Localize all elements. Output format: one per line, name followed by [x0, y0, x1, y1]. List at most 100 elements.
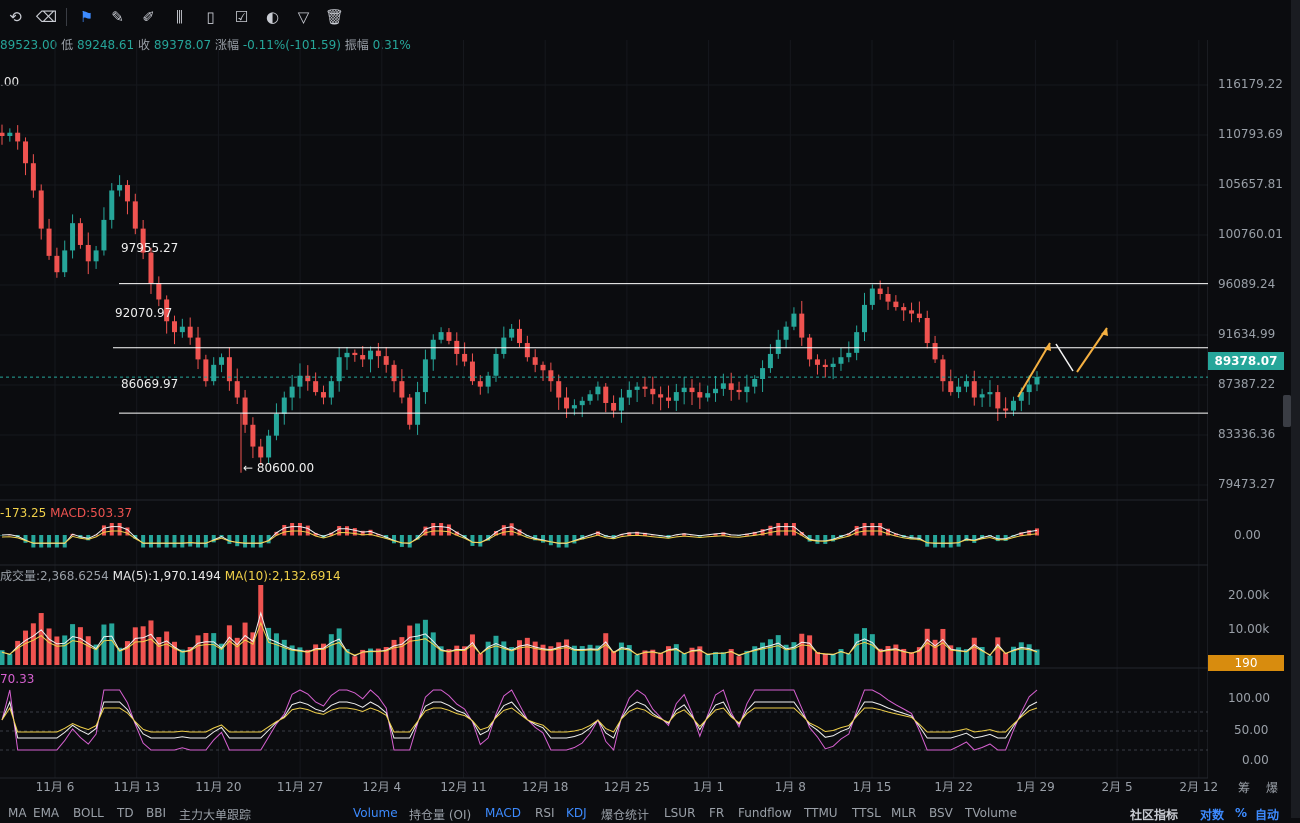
macd-bar — [862, 523, 867, 536]
volume-bar — [611, 651, 617, 665]
ruler-icon[interactable]: ✎ — [111, 8, 124, 26]
candle-body — [862, 304, 867, 333]
indicator-tab[interactable]: 持仓量 (OI) — [409, 808, 472, 822]
notes-icon[interactable]: ☑ — [234, 8, 249, 26]
candle-body — [156, 283, 162, 300]
candles-icon[interactable]: ⫼ — [176, 8, 183, 26]
candle-body — [979, 394, 985, 398]
candle-body — [626, 389, 632, 398]
volume-bar — [948, 645, 954, 665]
kdj-j-value: 70.33 — [0, 672, 35, 686]
volume-bar — [854, 633, 860, 665]
volume-bar — [469, 634, 475, 665]
change-label: 涨幅 — [214, 38, 239, 52]
bookmark-icon[interactable]: ⚑ — [79, 8, 94, 26]
candle-body — [211, 364, 217, 382]
indicator-tab[interactable]: BOLL — [73, 806, 104, 820]
volume-bar — [0, 650, 5, 665]
candle-body — [352, 352, 358, 356]
volume-bar — [211, 633, 217, 665]
macd-bar — [784, 523, 789, 536]
price-axis[interactable]: 116179.22 110793.69 105657.81 100760.01 … — [1208, 0, 1300, 818]
candle-body — [297, 375, 303, 387]
macd-bar — [517, 529, 522, 536]
volume-bar — [430, 632, 436, 665]
magnet-icon[interactable]: ◐ — [265, 8, 280, 26]
candle-body — [948, 381, 954, 393]
candle-body — [7, 132, 13, 136]
indicator-tab[interactable]: TTSL — [852, 806, 881, 820]
chart-option[interactable]: 自动 — [1255, 808, 1280, 822]
indicator-tab[interactable]: LSUR — [664, 806, 696, 820]
side-panel-edge — [1291, 0, 1300, 818]
candle-body — [0, 132, 5, 136]
macd-bar — [337, 526, 342, 536]
candle-body — [117, 185, 123, 191]
indicator-tab[interactable]: Fundflow — [738, 806, 792, 820]
date-tick: 12月 18 — [522, 780, 569, 794]
indicator-tab[interactable]: BSV — [929, 806, 953, 820]
macd-bar — [305, 525, 310, 536]
indicator-tab[interactable]: MACD — [485, 806, 521, 820]
indicator-tab[interactable]: EMA — [33, 806, 60, 820]
macd-bar — [846, 533, 851, 536]
macd-bar — [86, 535, 91, 541]
candle-body — [532, 357, 538, 365]
candle-body — [611, 402, 617, 411]
pencil-icon[interactable]: ✐ — [142, 8, 155, 26]
trash-icon[interactable]: 🗑 — [324, 8, 345, 26]
volume-bar — [705, 654, 711, 665]
current-price-badge: 89378.07 — [1208, 352, 1284, 370]
pane-resize-handle[interactable] — [1283, 395, 1291, 427]
candle-body — [744, 386, 750, 393]
clear-drawings-icon[interactable]: ⌫ — [35, 8, 58, 26]
indicator-tab[interactable]: TVolume — [965, 806, 1017, 820]
volume-bar — [477, 653, 483, 665]
macd-bar — [235, 535, 240, 547]
volume-bar — [595, 645, 601, 665]
indicator-tab[interactable]: MLR — [891, 806, 917, 820]
indicator-tab[interactable]: KDJ — [566, 806, 587, 820]
macd-bar — [250, 535, 255, 548]
undo-icon[interactable]: ⟲ — [9, 8, 22, 26]
level-label-support: 86069.97 — [121, 377, 179, 391]
candle-body — [148, 252, 154, 284]
clipboard-icon[interactable]: ▯ — [206, 8, 215, 26]
macd-bar — [54, 535, 59, 548]
volume-bar — [618, 642, 624, 665]
volume-bar — [956, 647, 962, 665]
macd-bar — [564, 535, 569, 548]
indicator-tab[interactable]: TD — [117, 806, 134, 820]
volume-bar — [1003, 652, 1009, 665]
candle-body — [250, 424, 256, 447]
macd-bar — [282, 525, 287, 536]
volume-bar — [650, 649, 656, 665]
indicator-tab[interactable]: BBI — [146, 806, 167, 820]
indicator-tab[interactable]: Volume — [353, 806, 398, 820]
candle-body — [23, 141, 29, 164]
candle-body — [830, 363, 836, 368]
price-chart[interactable] — [0, 0, 1208, 818]
indicator-tab[interactable]: 主力大单跟踪 — [179, 808, 252, 822]
candle-body — [422, 359, 428, 393]
indicator-tab[interactable]: TTMU — [804, 806, 838, 820]
candle-body — [415, 392, 421, 425]
indicator-tab[interactable]: MA — [8, 806, 27, 820]
chart-option[interactable]: % — [1235, 806, 1248, 820]
macd-bar — [180, 535, 185, 548]
indicator-tab[interactable]: FR — [709, 806, 725, 820]
indicator-tab[interactable]: 爆仓统计 — [601, 808, 650, 822]
chart-option[interactable]: 对数 — [1200, 808, 1225, 822]
liquidation-label[interactable]: 爆 — [1266, 781, 1279, 795]
macd-bar — [799, 532, 804, 536]
macd-bar — [203, 535, 208, 548]
volume-bar — [234, 637, 240, 665]
macd-bar — [533, 535, 538, 541]
macd-value: MACD:503.37 — [50, 506, 133, 520]
chips-label[interactable]: 筹 — [1238, 781, 1251, 795]
date-axis[interactable]: 11月 6 11月 13 11月 20 11月 27 12月 4 12月 11 12月 18… — [0, 778, 1219, 796]
macd-bar — [807, 535, 812, 542]
chart-option[interactable]: 社区指标 — [1130, 808, 1179, 822]
indicator-tab[interactable]: RSI — [535, 806, 555, 820]
filter-icon[interactable]: ▽ — [297, 8, 310, 26]
